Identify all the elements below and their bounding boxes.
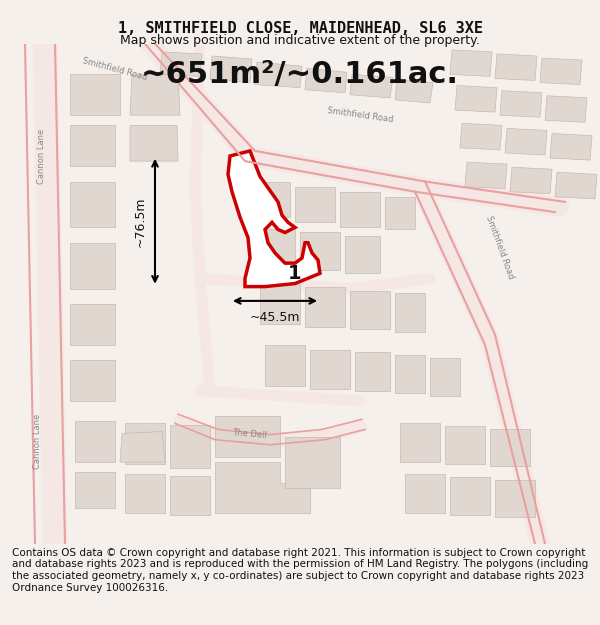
Text: Cannon Lane: Cannon Lane xyxy=(37,128,47,184)
Text: 1, SMITHFIELD CLOSE, MAIDENHEAD, SL6 3XE: 1, SMITHFIELD CLOSE, MAIDENHEAD, SL6 3XE xyxy=(118,21,482,36)
Polygon shape xyxy=(385,197,415,229)
Polygon shape xyxy=(130,74,180,115)
Polygon shape xyxy=(75,421,115,462)
Polygon shape xyxy=(70,74,120,115)
Polygon shape xyxy=(395,79,433,103)
Polygon shape xyxy=(450,50,492,76)
Polygon shape xyxy=(210,56,252,82)
Polygon shape xyxy=(505,129,547,155)
Polygon shape xyxy=(75,472,115,508)
Polygon shape xyxy=(550,134,592,160)
Polygon shape xyxy=(305,287,345,328)
Polygon shape xyxy=(345,236,380,273)
Polygon shape xyxy=(450,478,490,515)
Polygon shape xyxy=(465,162,507,189)
Polygon shape xyxy=(300,231,340,270)
Polygon shape xyxy=(455,86,497,112)
Polygon shape xyxy=(255,229,295,268)
Text: ~651m²/~0.161ac.: ~651m²/~0.161ac. xyxy=(141,61,459,89)
Polygon shape xyxy=(305,68,347,92)
Polygon shape xyxy=(70,126,115,166)
Polygon shape xyxy=(70,242,115,289)
Polygon shape xyxy=(310,350,350,389)
Polygon shape xyxy=(255,62,302,88)
Polygon shape xyxy=(500,91,542,118)
Polygon shape xyxy=(215,462,310,513)
Polygon shape xyxy=(250,181,290,218)
Polygon shape xyxy=(70,304,115,345)
Polygon shape xyxy=(350,74,393,98)
Polygon shape xyxy=(170,426,210,468)
Polygon shape xyxy=(460,123,502,150)
Polygon shape xyxy=(130,126,178,161)
Text: Contains OS data © Crown copyright and database right 2021. This information is : Contains OS data © Crown copyright and d… xyxy=(12,548,588,592)
Polygon shape xyxy=(490,429,530,466)
Polygon shape xyxy=(125,423,165,464)
Text: Smithfield Road: Smithfield Road xyxy=(484,215,515,281)
Polygon shape xyxy=(125,474,165,513)
Polygon shape xyxy=(540,58,582,84)
Polygon shape xyxy=(160,52,202,76)
Text: ~76.5m: ~76.5m xyxy=(134,196,147,246)
Polygon shape xyxy=(70,181,115,228)
Polygon shape xyxy=(510,168,552,194)
Polygon shape xyxy=(215,416,280,457)
Polygon shape xyxy=(265,345,305,386)
Polygon shape xyxy=(285,437,340,488)
Polygon shape xyxy=(495,481,535,518)
Polygon shape xyxy=(350,291,390,329)
Polygon shape xyxy=(295,187,335,222)
Polygon shape xyxy=(395,292,425,331)
Text: Smithfield Road: Smithfield Road xyxy=(82,56,148,82)
Polygon shape xyxy=(445,426,485,464)
Polygon shape xyxy=(228,151,320,287)
Text: ~45.5m: ~45.5m xyxy=(250,311,300,324)
Polygon shape xyxy=(170,476,210,515)
Polygon shape xyxy=(495,54,537,81)
Text: The Dell: The Dell xyxy=(232,428,268,439)
Polygon shape xyxy=(120,431,165,462)
Polygon shape xyxy=(355,352,390,391)
Text: Smithfield Road: Smithfield Road xyxy=(326,106,394,124)
Text: Map shows position and indicative extent of the property.: Map shows position and indicative extent… xyxy=(120,34,480,47)
Polygon shape xyxy=(545,96,587,122)
Polygon shape xyxy=(405,474,445,513)
Polygon shape xyxy=(555,173,597,199)
Polygon shape xyxy=(340,192,380,228)
Polygon shape xyxy=(70,360,115,401)
Polygon shape xyxy=(395,355,425,392)
Text: Cannon Lane: Cannon Lane xyxy=(34,414,43,469)
Polygon shape xyxy=(430,358,460,396)
Text: 1: 1 xyxy=(288,264,302,283)
Polygon shape xyxy=(400,423,440,462)
Polygon shape xyxy=(260,284,300,324)
